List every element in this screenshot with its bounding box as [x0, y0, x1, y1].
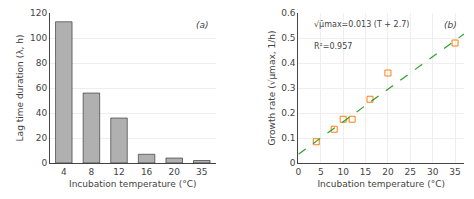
svg-text:40: 40	[36, 108, 48, 118]
svg-text:100: 100	[30, 33, 47, 43]
svg-text:0.6: 0.6	[281, 8, 296, 18]
svg-text:120: 120	[30, 8, 47, 18]
svg-text:R²=0.957: R²=0.957	[314, 42, 352, 51]
svg-text:20: 20	[382, 167, 394, 177]
svg-text:15: 15	[360, 167, 371, 177]
svg-text:10: 10	[337, 167, 349, 177]
svg-text:16: 16	[141, 167, 153, 177]
svg-text:35: 35	[449, 167, 460, 177]
svg-text:60: 60	[36, 83, 48, 93]
svg-text:80: 80	[36, 58, 48, 68]
svg-text:(a): (a)	[196, 20, 209, 30]
svg-text:25: 25	[405, 167, 416, 177]
svg-text:4: 4	[61, 167, 67, 177]
svg-text:0.3: 0.3	[281, 83, 295, 93]
svg-text:20: 20	[168, 167, 180, 177]
svg-text:√μ̄max=0.013 (T + 2.7): √μ̄max=0.013 (T + 2.7)	[314, 20, 409, 29]
svg-text:12: 12	[113, 167, 124, 177]
svg-text:20: 20	[36, 133, 48, 143]
svg-text:30: 30	[427, 167, 439, 177]
svg-text:0: 0	[290, 158, 296, 168]
svg-text:(b): (b)	[444, 20, 457, 30]
svg-text:35: 35	[196, 167, 207, 177]
svg-text:0: 0	[41, 158, 47, 168]
svg-text:0.1: 0.1	[281, 133, 295, 143]
svg-text:5: 5	[318, 167, 324, 177]
svg-text:0.4: 0.4	[281, 58, 296, 68]
svg-text:8: 8	[89, 167, 95, 177]
svg-text:Lag time duration (λ, h): Lag time duration (λ, h)	[15, 35, 25, 142]
svg-text:Incubation temperature (°C): Incubation temperature (°C)	[317, 179, 445, 189]
svg-text:0.2: 0.2	[281, 108, 295, 118]
svg-text:0: 0	[296, 167, 302, 177]
svg-text:Growth rate (√μmax, 1/h): Growth rate (√μmax, 1/h)	[267, 31, 277, 146]
svg-text:0.5: 0.5	[281, 33, 295, 43]
svg-text:Incubation temperature (°C): Incubation temperature (°C)	[69, 179, 197, 189]
